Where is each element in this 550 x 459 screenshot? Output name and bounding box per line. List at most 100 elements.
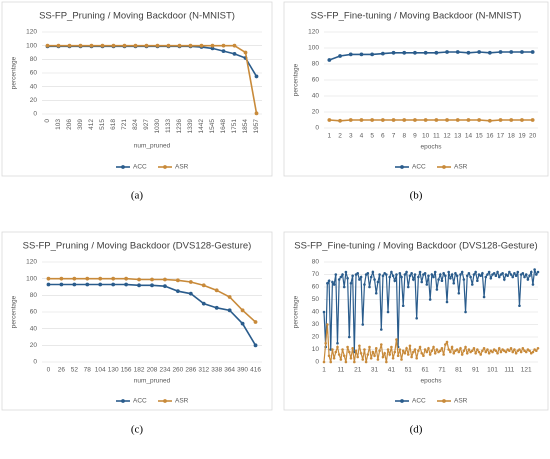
marker (520, 50, 524, 54)
y-tick-label: 100 (26, 275, 37, 282)
x-tick-label: 7 (392, 133, 396, 140)
marker (533, 268, 536, 271)
marker (359, 52, 364, 57)
marker (344, 270, 348, 274)
marker (376, 358, 380, 361)
marker (341, 348, 344, 351)
marker (381, 355, 385, 359)
x-tick-label: 286 (185, 367, 196, 374)
marker (520, 118, 524, 122)
marker (408, 344, 412, 348)
marker (344, 360, 348, 364)
x-tick-label: 5 (370, 133, 374, 140)
legend-label: ACC (133, 398, 147, 405)
marker (368, 345, 371, 349)
marker (434, 118, 439, 122)
marker (356, 355, 360, 359)
marker (464, 310, 467, 314)
x-tick-label: 364 (224, 367, 235, 374)
marker (385, 360, 388, 364)
marker (370, 52, 375, 57)
x-tick-label: 1751 (231, 119, 238, 134)
marker (425, 283, 429, 286)
marker (155, 43, 160, 48)
marker (351, 346, 354, 350)
marker (487, 351, 491, 355)
marker (511, 275, 515, 279)
marker (457, 291, 461, 295)
marker (373, 278, 376, 281)
marker (432, 275, 435, 279)
marker (499, 350, 503, 354)
marker (526, 278, 530, 281)
marker (528, 349, 531, 353)
marker (254, 111, 259, 116)
marker (366, 271, 370, 275)
marker (188, 43, 193, 48)
marker (509, 346, 513, 350)
marker (459, 346, 462, 350)
marker (425, 350, 429, 354)
x-tick-label: 3 (349, 133, 353, 140)
marker (177, 43, 182, 48)
marker (494, 274, 498, 278)
x-tick-label: 312 (198, 367, 209, 374)
marker (327, 279, 331, 283)
x-tick-label: 31 (371, 367, 379, 374)
marker (354, 349, 358, 353)
x-tick-label: 4 (360, 133, 364, 140)
marker (111, 43, 116, 48)
marker (374, 291, 378, 295)
marker (492, 271, 496, 275)
marker (464, 345, 467, 349)
marker (342, 285, 346, 289)
marker (514, 351, 518, 355)
marker (391, 274, 395, 278)
marker (59, 282, 64, 287)
marker (449, 276, 452, 280)
marker (413, 348, 417, 351)
marker (497, 275, 501, 279)
marker (386, 348, 390, 351)
x-tick-label: 12 (443, 133, 451, 140)
marker (523, 275, 526, 279)
marker (124, 276, 129, 281)
marker (85, 282, 90, 287)
marker (450, 273, 454, 276)
y-tick-label: 100 (26, 42, 37, 49)
marker (509, 50, 514, 54)
marker (447, 270, 450, 274)
marker (466, 50, 471, 55)
caption: (a) (131, 190, 144, 202)
y-tick-label: 100 (308, 45, 319, 52)
marker (137, 277, 141, 282)
marker (487, 118, 492, 123)
x-tick-label: 18 (508, 133, 516, 140)
marker (78, 43, 83, 48)
legend-marker (121, 399, 125, 403)
y-tick-label: 120 (26, 259, 37, 266)
marker (498, 50, 503, 54)
marker (442, 353, 445, 356)
x-tick-label: 16 (486, 133, 494, 140)
marker (413, 118, 417, 122)
marker (497, 346, 501, 350)
marker (370, 118, 375, 122)
marker (369, 356, 373, 360)
marker (444, 274, 447, 278)
marker (46, 282, 51, 287)
marker (516, 270, 520, 274)
marker (536, 270, 540, 274)
marker (380, 118, 385, 122)
marker (400, 275, 403, 279)
y-tick-label: 20 (30, 97, 38, 104)
marker (442, 271, 445, 275)
marker (455, 348, 459, 351)
x-tick-label: 15 (476, 133, 484, 140)
x-tick-label: 51 (405, 367, 413, 374)
marker (415, 316, 418, 320)
y-tick-label: 60 (30, 70, 38, 77)
y-tick-label: 60 (312, 284, 320, 291)
x-axis-label: epochs (421, 378, 443, 385)
legend-label: ASR (454, 398, 468, 405)
